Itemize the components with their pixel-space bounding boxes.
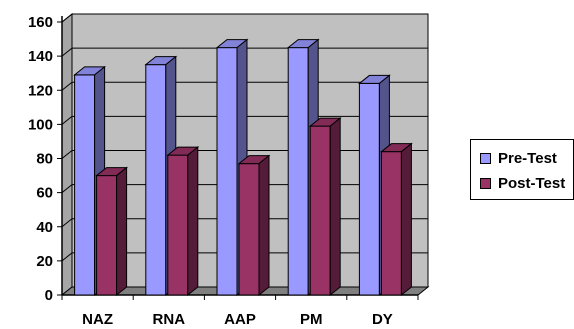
y-tick-label: 20 — [36, 253, 53, 270]
bar-front — [287, 47, 309, 296]
legend: Pre-Test Post-Test — [470, 139, 574, 200]
y-tick-labels: 0 20 40 60 80 100 120 140 160 — [28, 14, 53, 304]
bar-post-test-naz — [95, 166, 129, 297]
gridline-side — [61, 13, 73, 23]
y-tick-label: 160 — [28, 14, 53, 31]
y-tick-label: 120 — [28, 82, 53, 99]
y-tick-label: 100 — [28, 116, 53, 133]
y-tick-label: 80 — [36, 151, 53, 168]
legend-swatch-post-test — [480, 178, 491, 189]
y-tick-label: 40 — [36, 219, 53, 236]
gridline-side — [61, 184, 73, 194]
gridline-side — [61, 150, 73, 159]
x-category-labels: NAZ RNA AAP PM DY — [82, 311, 393, 328]
x-category-label: AAP — [224, 311, 256, 328]
x-category-label: DY — [372, 311, 393, 328]
x-category-label: RNA — [153, 311, 186, 328]
x-category-label: NAZ — [82, 311, 113, 328]
gridline-side — [61, 115, 73, 125]
legend-label-post-test: Post-Test — [498, 175, 566, 192]
gridline-side — [61, 47, 73, 57]
gridline-side — [61, 252, 73, 262]
legend-label-pre-test: Pre-Test — [498, 150, 557, 167]
bar-side — [258, 154, 270, 297]
legend-item-pre-test: Pre-Test — [480, 150, 557, 167]
bar-front — [96, 175, 118, 296]
bar-post-test-rna — [166, 146, 200, 297]
bar-post-test-aap — [237, 154, 271, 297]
legend-swatch-pre-test — [480, 153, 491, 164]
bar-side — [400, 142, 412, 297]
bar-side — [116, 166, 128, 297]
bar-side — [329, 117, 341, 297]
y-tick-label: 60 — [36, 185, 53, 202]
legend-item-post-test: Post-Test — [480, 175, 565, 192]
x-category-label: PM — [300, 311, 323, 328]
bar-front — [216, 47, 238, 296]
bar-side — [187, 146, 199, 297]
bars — [73, 38, 413, 297]
bar-front — [167, 154, 189, 296]
bar-front — [238, 163, 260, 296]
bar-post-test-pm — [308, 117, 342, 297]
y-tick-label: 0 — [45, 287, 53, 304]
bar-front — [74, 74, 96, 296]
y-tick-label: 140 — [28, 48, 53, 65]
gridline-side — [61, 218, 73, 228]
bar-front — [380, 151, 402, 296]
bar-front — [145, 64, 167, 296]
bar-front — [358, 82, 380, 296]
bar-post-test-dy — [379, 142, 413, 297]
bar-front — [309, 125, 331, 296]
gridline-side — [61, 81, 73, 91]
